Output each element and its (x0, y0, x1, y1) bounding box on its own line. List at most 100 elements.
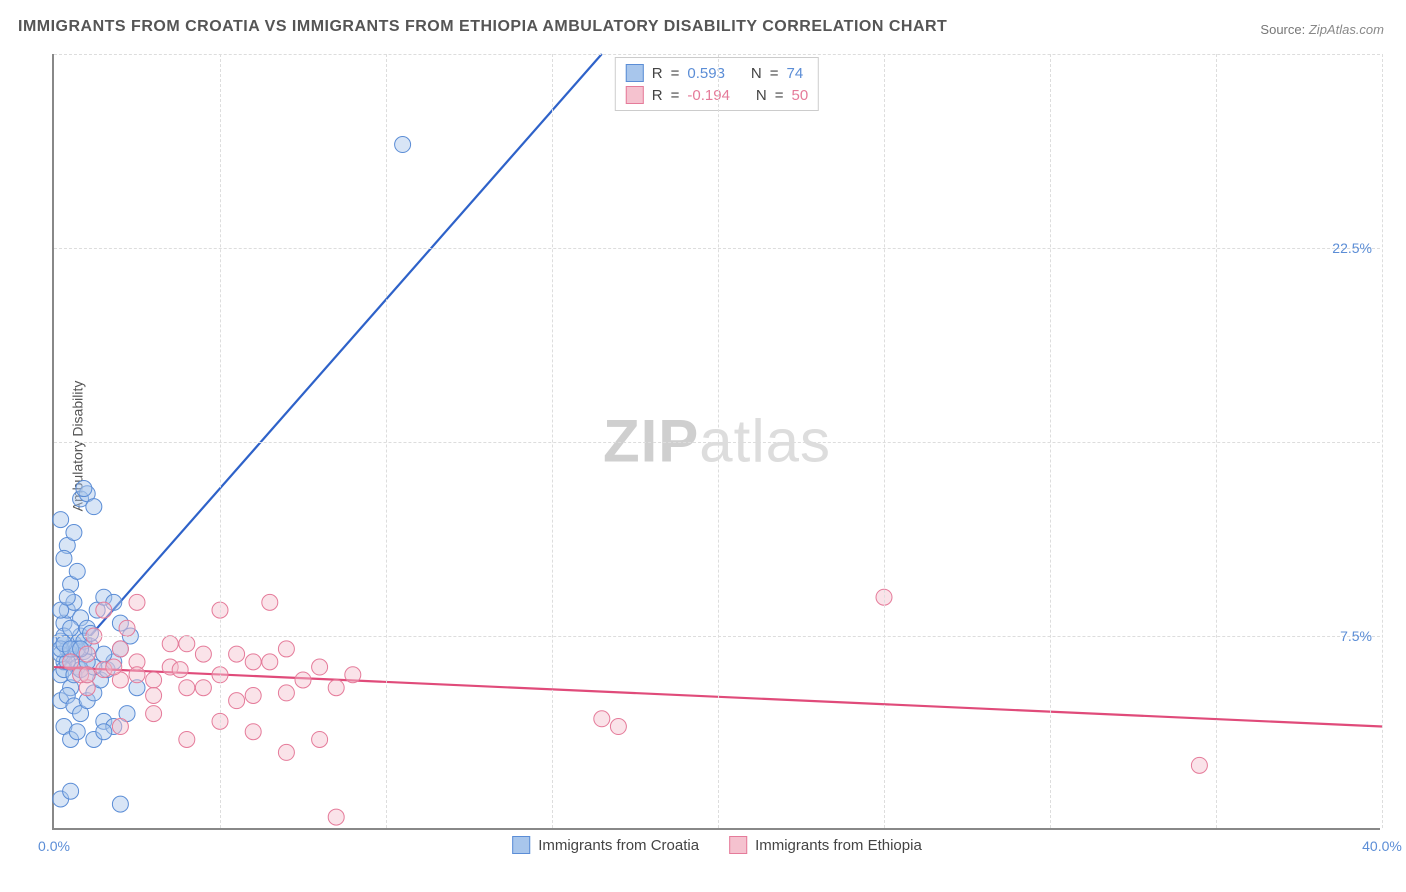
grid-line-h (54, 636, 1380, 637)
scatter-point (86, 499, 102, 515)
scatter-point (129, 594, 145, 610)
scatter-point (79, 667, 95, 683)
stats-n-label: N (756, 87, 767, 104)
chart-svg (54, 54, 1380, 828)
scatter-point (312, 659, 328, 675)
scatter-point (195, 680, 211, 696)
legend-label-croatia: Immigrants from Croatia (538, 837, 699, 854)
grid-line-v (1382, 54, 1383, 828)
scatter-point (69, 724, 85, 740)
scatter-point (96, 646, 112, 662)
y-tick-label: 7.5% (1340, 628, 1372, 644)
scatter-point (610, 719, 626, 735)
scatter-point (96, 602, 112, 618)
grid-line-v (386, 54, 387, 828)
scatter-point (245, 654, 261, 670)
scatter-point (245, 687, 261, 703)
scatter-point (179, 731, 195, 747)
scatter-point (119, 620, 135, 636)
source-attribution: Source: ZipAtlas.com (1260, 22, 1384, 37)
grid-line-v (1216, 54, 1217, 828)
scatter-point (129, 667, 145, 683)
scatter-point (146, 672, 162, 688)
stats-row-croatia: R = 0.593 N = 74 (626, 62, 808, 84)
scatter-point (245, 724, 261, 740)
stats-eq: = (770, 65, 779, 82)
stats-swatch-ethiopia (626, 86, 644, 104)
regression-line (61, 54, 602, 670)
scatter-point (146, 687, 162, 703)
source-label: Source: (1260, 22, 1305, 37)
legend-swatch-ethiopia (729, 836, 747, 854)
scatter-point (594, 711, 610, 727)
grid-line-v (220, 54, 221, 828)
y-tick-label: 22.5% (1332, 240, 1372, 256)
scatter-point (278, 744, 294, 760)
legend-item-ethiopia: Immigrants from Ethiopia (729, 836, 922, 854)
scatter-point (112, 719, 128, 735)
scatter-point (172, 662, 188, 678)
scatter-point (76, 481, 92, 497)
scatter-point (328, 809, 344, 825)
legend: Immigrants from Croatia Immigrants from … (512, 836, 922, 854)
grid-line-v (884, 54, 885, 828)
stats-swatch-croatia (626, 64, 644, 82)
scatter-point (106, 659, 122, 675)
source-value: ZipAtlas.com (1309, 22, 1384, 37)
scatter-point (112, 796, 128, 812)
stats-eq: = (671, 87, 680, 104)
scatter-point (59, 589, 75, 605)
stats-r-label: R (652, 87, 663, 104)
scatter-point (1191, 757, 1207, 773)
grid-line-h (54, 248, 1380, 249)
scatter-point (146, 706, 162, 722)
stats-n-label: N (751, 65, 762, 82)
x-tick-label: 0.0% (38, 838, 70, 854)
stats-eq: = (775, 87, 784, 104)
scatter-point (96, 724, 112, 740)
scatter-point (395, 137, 411, 153)
chart-title: IMMIGRANTS FROM CROATIA VS IMMIGRANTS FR… (18, 18, 947, 36)
stats-n-value-croatia: 74 (787, 65, 804, 82)
grid-line-v (718, 54, 719, 828)
chart-container: IMMIGRANTS FROM CROATIA VS IMMIGRANTS FR… (0, 0, 1406, 892)
grid-line-h (54, 442, 1380, 443)
stats-r-value-croatia: 0.593 (687, 65, 725, 82)
scatter-point (262, 654, 278, 670)
scatter-point (262, 594, 278, 610)
scatter-point (179, 636, 195, 652)
scatter-point (278, 685, 294, 701)
legend-item-croatia: Immigrants from Croatia (512, 836, 699, 854)
scatter-point (179, 680, 195, 696)
legend-swatch-croatia (512, 836, 530, 854)
scatter-point (162, 636, 178, 652)
scatter-point (312, 731, 328, 747)
scatter-point (195, 646, 211, 662)
stats-row-ethiopia: R = -0.194 N = 50 (626, 84, 808, 106)
scatter-point (69, 563, 85, 579)
stats-box: R = 0.593 N = 74 R = -0.194 N = 50 (615, 57, 819, 111)
grid-line-h (54, 54, 1380, 55)
scatter-point (328, 680, 344, 696)
legend-label-ethiopia: Immigrants from Ethiopia (755, 837, 922, 854)
scatter-point (56, 550, 72, 566)
scatter-point (295, 672, 311, 688)
plot-area: ZIPatlas R = 0.593 N = 74 R = -0.194 N (52, 54, 1380, 830)
scatter-point (229, 693, 245, 709)
scatter-point (63, 654, 79, 670)
stats-r-label: R (652, 65, 663, 82)
scatter-point (229, 646, 245, 662)
scatter-point (66, 525, 82, 541)
grid-line-v (552, 54, 553, 828)
scatter-point (112, 641, 128, 657)
x-tick-label: 40.0% (1362, 838, 1402, 854)
scatter-point (63, 783, 79, 799)
scatter-point (345, 667, 361, 683)
stats-r-value-ethiopia: -0.194 (687, 87, 730, 104)
grid-line-v (1050, 54, 1051, 828)
scatter-point (53, 512, 69, 528)
stats-eq: = (671, 65, 680, 82)
stats-n-value-ethiopia: 50 (792, 87, 809, 104)
scatter-point (63, 620, 79, 636)
scatter-point (79, 646, 95, 662)
